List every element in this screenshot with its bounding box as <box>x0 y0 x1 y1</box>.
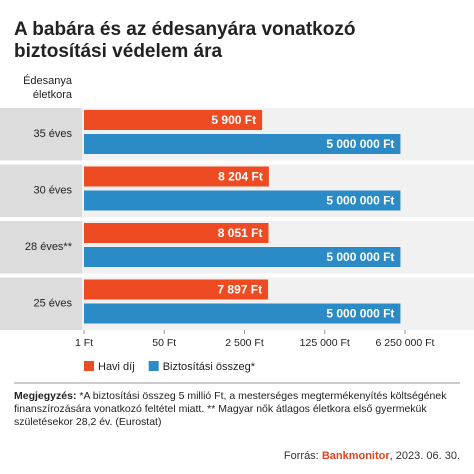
chart-title: biztosítási védelem ára <box>14 41 222 62</box>
note-text: *A biztosítási összeg 5 millió Ft, a mes… <box>14 390 447 428</box>
axis-label: Édesanya <box>23 74 73 87</box>
value-label: 7 897 Ft <box>217 283 262 297</box>
value-label: 5 000 000 Ft <box>326 137 394 151</box>
legend-label: Biztosítási összeg* <box>163 361 256 373</box>
value-label: 5 000 000 Ft <box>326 250 394 264</box>
bar <box>84 247 401 267</box>
source-date: , 2023. 06. 30. <box>389 450 460 462</box>
bar <box>84 279 269 300</box>
x-tick-label: 2 500 Ft <box>225 337 264 349</box>
note-label: Megjegyzés: <box>14 390 77 402</box>
legend-swatch <box>84 361 94 371</box>
value-label: 8 051 Ft <box>218 226 263 240</box>
note: Megjegyzés: *A biztosítási összeg 5 mill… <box>14 390 462 429</box>
bar <box>84 190 401 211</box>
value-label: 8 204 Ft <box>218 170 263 184</box>
value-label: 5 000 000 Ft <box>326 194 394 208</box>
bar <box>84 303 401 324</box>
chart-title: A babára és az édesanyára vonatkozó <box>14 19 355 40</box>
category-band <box>0 277 82 330</box>
value-label: 5 000 000 Ft <box>326 307 394 321</box>
x-tick-label: 50 Ft <box>152 337 176 349</box>
category-band <box>0 221 82 274</box>
bar <box>84 110 263 130</box>
chart: A babára és az édesanyára vonatkozó bizt… <box>0 19 474 384</box>
value-label: 5 900 Ft <box>211 113 256 127</box>
y-tick-label: 30 éves <box>33 184 72 196</box>
source-label: Forrás: <box>283 450 319 462</box>
legend-swatch <box>148 361 159 371</box>
y-tick-label: 35 éves <box>33 128 72 140</box>
source: Forrás: Bankmonitor, 2023. 06. 30. <box>284 450 460 462</box>
bar <box>84 134 401 154</box>
x-tick-label: 1 Ft <box>75 337 93 349</box>
axis-label: életkora <box>33 89 73 101</box>
legend-label: Havi díj <box>98 361 135 373</box>
bar <box>84 166 269 187</box>
category-band <box>0 164 82 217</box>
source-brand: Bankmonitor <box>321 450 390 462</box>
category-band <box>0 108 82 161</box>
y-tick-label: 25 éves <box>33 297 72 309</box>
y-tick-label: 28 éves** <box>25 241 73 253</box>
x-tick-label: 6 250 000 Ft <box>376 337 435 349</box>
bar <box>84 223 269 243</box>
x-tick-label: 125 000 Ft <box>300 337 350 349</box>
